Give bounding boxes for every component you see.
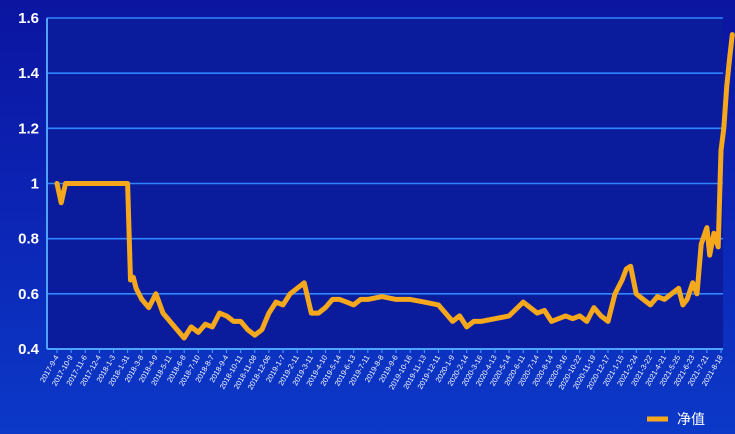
legend-label: 净值 [677, 411, 705, 427]
y-tick-label: 1 [31, 176, 39, 193]
y-tick-label: 1.2 [18, 120, 39, 137]
y-tick-label: 0.6 [18, 286, 39, 303]
y-tick-label: 0.8 [18, 231, 39, 248]
y-tick-label: 0.4 [18, 341, 40, 358]
y-tick-label: 1.4 [18, 65, 40, 82]
y-tick-label: 1.6 [18, 10, 39, 27]
series-line-0 [54, 32, 735, 341]
